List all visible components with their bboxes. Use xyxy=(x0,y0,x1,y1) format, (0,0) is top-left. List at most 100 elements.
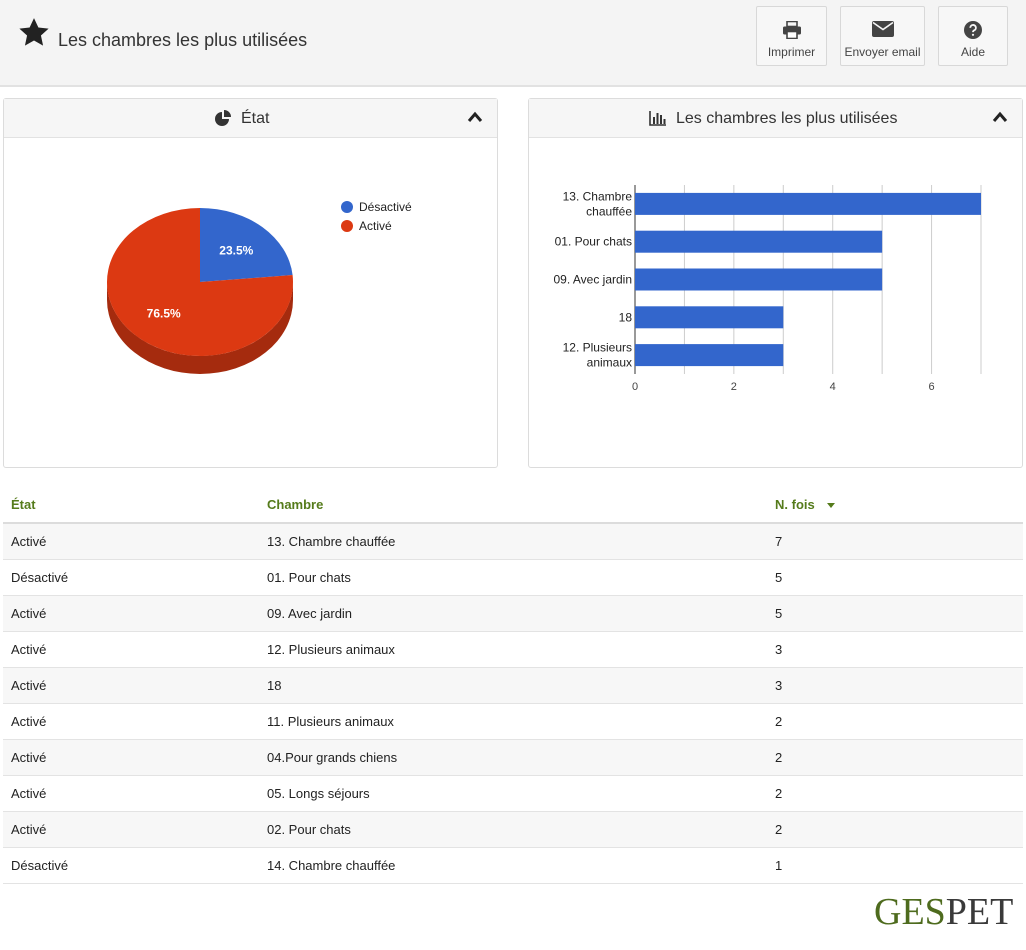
bar[interactable] xyxy=(635,230,883,253)
cell-state: Activé xyxy=(3,667,259,704)
x-tick-label: 6 xyxy=(929,381,935,393)
table-row[interactable]: Activé 11. Plusieurs animaux 2 xyxy=(3,703,1023,740)
cell-room: 13. Chambre chauffée xyxy=(259,523,767,560)
state-panel: État 23.5% 76.5% Désactivé Activé xyxy=(3,98,498,468)
cell-count: 2 xyxy=(767,811,1023,848)
cell-count: 1 xyxy=(767,847,1023,884)
cell-state: Activé xyxy=(3,811,259,848)
category-label: 12. Plusieurs xyxy=(563,341,632,355)
rooms-panel: Les chambres les plus utilisées 13. Cham… xyxy=(528,98,1023,468)
table-row[interactable]: Activé 05. Longs séjours 2 xyxy=(3,775,1023,812)
cell-room: 14. Chambre chauffée xyxy=(259,847,767,884)
bar[interactable] xyxy=(635,344,784,367)
cell-count: 3 xyxy=(767,667,1023,704)
help-label: Aide xyxy=(960,45,986,59)
sort-desc-icon[interactable] xyxy=(826,503,835,509)
category-label: chauffée xyxy=(586,204,632,218)
legend-label: Désactivé xyxy=(359,199,412,214)
table-row[interactable]: Activé 02. Pour chats 2 xyxy=(3,811,1023,848)
bar[interactable] xyxy=(635,306,784,329)
x-tick-label: 2 xyxy=(731,381,737,393)
help-button[interactable]: Aide xyxy=(938,6,1008,66)
cell-count: 2 xyxy=(767,739,1023,776)
pie-slice-label: 76.5% xyxy=(147,307,181,321)
table-row[interactable]: Désactivé 14. Chambre chauffée 1 xyxy=(3,847,1023,884)
x-tick-label: 0 xyxy=(632,381,638,393)
state-panel-header: État xyxy=(4,99,497,138)
pie-slice-side xyxy=(107,282,293,374)
pie-legend: Désactivé Activé xyxy=(341,197,412,235)
table-row[interactable]: Activé 12. Plusieurs animaux 3 xyxy=(3,631,1023,668)
cell-state: Désactivé xyxy=(3,559,259,596)
cell-room: 09. Avec jardin xyxy=(259,595,767,632)
table-row[interactable]: Activé 18 3 xyxy=(3,667,1023,704)
cell-count: 5 xyxy=(767,559,1023,596)
cell-state: Désactivé xyxy=(3,847,259,884)
bar[interactable] xyxy=(635,268,883,291)
cell-count: 5 xyxy=(767,595,1023,632)
category-label: 13. Chambre xyxy=(563,189,633,203)
send-email-label: Envoyer email xyxy=(844,45,921,59)
cell-state: Activé xyxy=(3,739,259,776)
cell-count: 2 xyxy=(767,775,1023,812)
print-label: Imprimer xyxy=(767,45,816,59)
state-panel-title: État xyxy=(241,110,270,127)
category-label: 01. Pour chats xyxy=(555,235,632,249)
bar[interactable] xyxy=(635,192,981,215)
gespet-logo: GESPET xyxy=(874,890,1013,934)
cell-room: 04.Pour grands chiens xyxy=(259,739,767,776)
chevron-up-icon[interactable] xyxy=(992,111,1008,123)
rooms-panel-header: Les chambres les plus utilisées xyxy=(529,99,1022,138)
cell-count: 3 xyxy=(767,631,1023,668)
pie-slice[interactable] xyxy=(200,208,293,282)
question-circle-icon xyxy=(964,21,982,39)
star-icon xyxy=(19,18,49,46)
cell-count: 7 xyxy=(767,523,1023,560)
cell-state: Activé xyxy=(3,703,259,740)
print-button[interactable]: Imprimer xyxy=(756,6,827,66)
cell-state: Activé xyxy=(3,523,259,560)
legend-item-deactivated[interactable]: Désactivé xyxy=(341,197,412,216)
chevron-up-icon[interactable] xyxy=(467,111,483,123)
rooms-table: État Chambre N. fois Activé 13. Chambre c… xyxy=(3,487,1023,884)
cell-state: Activé xyxy=(3,775,259,812)
legend-swatch-red xyxy=(341,219,353,232)
cell-room: 02. Pour chats xyxy=(259,811,767,848)
table-row[interactable]: Désactivé 01. Pour chats 5 xyxy=(3,559,1023,596)
pie-slice-label: 23.5% xyxy=(219,243,253,257)
column-header-state[interactable]: État xyxy=(3,487,259,524)
legend-label: Activé xyxy=(359,218,392,233)
send-email-button[interactable]: Envoyer email xyxy=(840,6,925,66)
cell-room: 12. Plusieurs animaux xyxy=(259,631,767,668)
cell-room: 11. Plusieurs animaux xyxy=(259,703,767,740)
cell-room: 18 xyxy=(259,667,767,704)
cell-state: Activé xyxy=(3,631,259,668)
pie-chart: 23.5% 76.5% xyxy=(106,208,293,374)
pie-chart-icon xyxy=(215,110,231,126)
table-header-row: État Chambre N. fois xyxy=(3,487,1023,524)
cell-room: 01. Pour chats xyxy=(259,559,767,596)
category-label: 09. Avec jardin xyxy=(554,273,633,287)
x-tick-label: 4 xyxy=(830,381,836,393)
page-title: Les chambres les plus utilisées xyxy=(58,30,308,50)
cell-count: 2 xyxy=(767,703,1023,740)
cell-room: 05. Longs séjours xyxy=(259,775,767,812)
logo-part-ges: GES xyxy=(874,891,946,933)
legend-item-activated[interactable]: Activé xyxy=(341,216,412,235)
bar-chart-icon xyxy=(649,111,666,126)
logo-part-pet: PET xyxy=(945,891,1014,933)
rooms-panel-title: Les chambres les plus utilisées xyxy=(676,110,898,127)
printer-icon xyxy=(782,21,801,39)
column-header-count[interactable]: N. fois xyxy=(767,487,1023,524)
table-row[interactable]: Activé 09. Avec jardin 5 xyxy=(3,595,1023,632)
table-row[interactable]: Activé 04.Pour grands chiens 2 xyxy=(3,739,1023,776)
cell-state: Activé xyxy=(3,595,259,632)
column-header-room[interactable]: Chambre xyxy=(259,487,767,524)
pie-slice[interactable] xyxy=(106,208,293,356)
table-row[interactable]: Activé 13. Chambre chauffée 7 xyxy=(3,523,1023,560)
legend-swatch-blue xyxy=(341,200,353,213)
category-label: 18 xyxy=(619,310,633,324)
column-header-count-label: N. fois xyxy=(775,497,815,512)
category-label: animaux xyxy=(587,356,632,370)
